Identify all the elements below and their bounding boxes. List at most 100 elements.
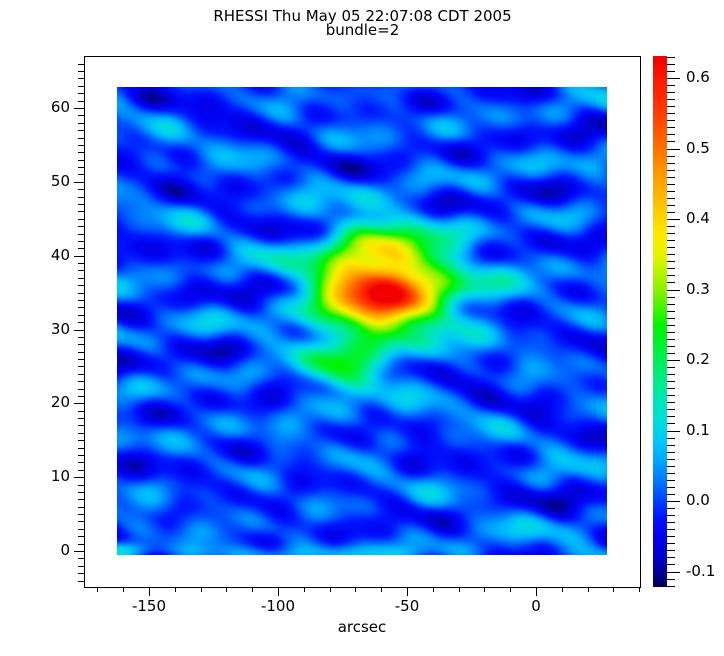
y-minor-tick [78, 226, 84, 228]
colorbar-tick-label: 0.3 [686, 279, 710, 298]
colorbar-minor-tick [667, 550, 675, 552]
colorbar-minor-tick [667, 444, 675, 446]
colorbar-tick [667, 219, 680, 220]
colorbar-minor-tick [667, 85, 675, 87]
y-minor-tick [78, 218, 84, 220]
y-minor-tick [78, 514, 84, 516]
y-tick-label: 30 [50, 319, 70, 338]
y-minor-tick [78, 211, 84, 213]
colorbar-tick-label: 0.4 [686, 209, 710, 227]
colorbar-minor-tick [667, 261, 675, 263]
y-tick [74, 181, 84, 183]
y-minor-tick [78, 167, 84, 169]
colorbar-minor-tick [667, 437, 675, 439]
colorbar-minor-tick [667, 458, 675, 460]
y-tick-label: 50 [50, 171, 70, 190]
y-tick [74, 551, 84, 552]
colorbar-minor-tick [667, 486, 675, 488]
colorbar-minor-tick [667, 63, 675, 65]
y-minor-tick [78, 455, 84, 457]
y-minor-tick [78, 336, 84, 338]
colorbar-minor-tick [667, 211, 675, 213]
colorbar-minor-tick [667, 183, 675, 185]
y-minor-tick [78, 240, 84, 242]
y-minor-tick [78, 528, 84, 530]
x-minor-tick [510, 587, 512, 592]
y-minor-tick [78, 410, 84, 412]
x-tick-label: -150 [131, 597, 167, 615]
colorbar-minor-tick [667, 529, 675, 531]
x-tick [149, 587, 150, 596]
y-minor-tick [78, 432, 84, 434]
y-minor-tick [78, 196, 84, 198]
y-tick [74, 108, 84, 110]
x-minor-tick [355, 587, 357, 592]
y-minor-tick [78, 285, 84, 287]
y-minor-tick [78, 499, 84, 501]
colorbar-minor-tick [667, 324, 675, 326]
colorbar-tick [667, 148, 680, 150]
y-minor-tick [78, 536, 84, 538]
colorbar-tick-label: 0.0 [686, 491, 710, 509]
x-minor-tick [484, 587, 486, 592]
y-minor-tick [78, 543, 84, 545]
colorbar-minor-tick [667, 345, 675, 347]
y-minor-tick [78, 292, 84, 294]
y-minor-tick [78, 307, 84, 309]
colorbar-tick [667, 501, 680, 502]
chart-subtitle: bundle=2 [325, 21, 400, 39]
colorbar-minor-tick [667, 268, 675, 270]
y-minor-tick [78, 418, 84, 420]
y-tick-label: 0 [60, 541, 70, 559]
x-minor-tick [303, 587, 305, 592]
y-tick-label: 40 [50, 245, 70, 264]
x-tick [407, 587, 408, 596]
colorbar-minor-tick [667, 254, 675, 256]
colorbar-minor-tick [667, 70, 675, 72]
colorbar-minor-tick [667, 247, 675, 249]
chart-title-block: RHESSI Thu May 05 22:07:08 CDT 2005 bund… [84, 9, 641, 39]
colorbar-tick [667, 430, 680, 432]
x-minor-tick [458, 587, 460, 592]
colorbar-minor-tick [667, 388, 675, 390]
colorbar-minor-tick [667, 162, 675, 164]
y-minor-tick [78, 93, 84, 95]
colorbar-minor-tick [667, 317, 675, 319]
colorbar-minor-tick [667, 331, 675, 333]
colorbar-minor-tick [667, 416, 675, 418]
colorbar-tick [667, 571, 680, 573]
colorbar-tick-label: 0.6 [686, 68, 710, 86]
colorbar-minor-tick [667, 155, 675, 157]
y-tick-label: 60 [50, 98, 70, 117]
y-minor-tick [78, 373, 84, 375]
y-minor-tick [78, 233, 84, 235]
x-minor-tick [226, 587, 228, 592]
y-tick [74, 403, 84, 405]
y-minor-tick [78, 344, 84, 346]
y-minor-tick [78, 425, 84, 427]
colorbar-tick-label: 0.5 [686, 138, 710, 157]
y-tick [74, 255, 84, 257]
y-minor-tick [78, 130, 84, 132]
y-minor-tick [78, 484, 84, 486]
y-minor-tick [78, 395, 84, 397]
colorbar-minor-tick [667, 536, 675, 538]
x-minor-tick [174, 587, 176, 592]
colorbar-minor-tick [667, 479, 675, 481]
y-minor-tick [78, 78, 84, 80]
x-minor-tick [97, 587, 99, 592]
y-minor-tick [78, 381, 84, 383]
y-minor-tick [78, 174, 84, 176]
x-minor-tick [200, 587, 202, 592]
y-minor-tick [78, 469, 84, 471]
colorbar-minor-tick [667, 92, 675, 94]
colorbar-minor-tick [667, 409, 675, 411]
y-minor-tick [78, 299, 84, 301]
colorbar-minor-tick [667, 310, 675, 312]
y-minor-tick [78, 366, 84, 368]
x-tick [536, 587, 537, 596]
y-minor-tick [78, 85, 84, 87]
colorbar-minor-tick [667, 543, 675, 545]
y-minor-tick [78, 248, 84, 250]
